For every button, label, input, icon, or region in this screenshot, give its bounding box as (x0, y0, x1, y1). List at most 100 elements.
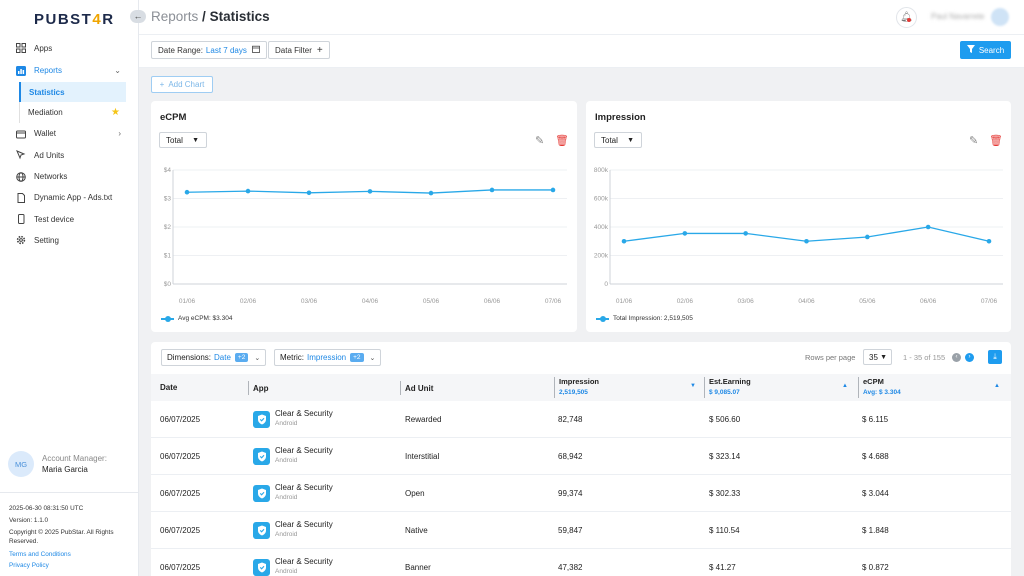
app-platform: Android (275, 457, 298, 464)
cell-impression: 68,942 (558, 451, 583, 461)
data-point[interactable] (306, 190, 312, 196)
ecpm-total-select[interactable]: Total ▼ (159, 132, 207, 148)
app-shield-icon (253, 410, 270, 428)
legend-swatch (596, 315, 609, 322)
sidebar-item-label: Reports (34, 66, 63, 76)
sidebar-item-test-device[interactable]: Test device (0, 208, 139, 229)
add-chart-button[interactable]: + Add Chart (151, 76, 213, 93)
cell-app[interactable]: Clear & Security Android (253, 475, 333, 511)
table-row[interactable]: 06/07/2025 Clear & Security Android Open 99,… (151, 475, 1011, 512)
sort-asc-icon[interactable]: ▲ (994, 383, 1000, 389)
dimensions-value: Date (214, 353, 231, 362)
plus-icon: + (159, 80, 165, 89)
data-point[interactable] (925, 224, 931, 230)
reports-icon (16, 65, 26, 76)
data-point[interactable] (367, 189, 373, 194)
sidebar-item-wallet[interactable]: Wallet › (0, 123, 139, 144)
table-row[interactable]: 06/07/2025 Clear & Security Android Interst… (151, 438, 1011, 475)
sidebar-subitem-statistics[interactable]: Statistics (19, 82, 126, 103)
data-point[interactable] (865, 234, 870, 240)
data-point[interactable] (621, 238, 627, 244)
table-row[interactable]: 06/07/2025 Clear & Security Android Rewarde… (151, 401, 1011, 438)
sort-desc-icon[interactable]: ▼ (690, 383, 696, 389)
date-range-button[interactable]: Date Range: Last 7 days (151, 41, 267, 59)
header-impression[interactable]: Impression 2,519,505 ▼ (554, 377, 700, 398)
data-point[interactable] (550, 187, 556, 193)
caret-down-icon: ▼ (627, 137, 634, 144)
table-row[interactable]: 06/07/2025 Clear & Security Android Banner 4… (151, 549, 1011, 576)
y-tick-label: $3 (164, 196, 172, 203)
next-page-icon[interactable]: › (965, 353, 974, 362)
y-tick-label: 200k (594, 253, 609, 260)
privacy-link[interactable]: Privacy Policy (9, 562, 49, 569)
data-point[interactable] (184, 189, 190, 195)
search-button[interactable]: Search (960, 41, 1011, 59)
chart-title: eCPM (160, 112, 187, 123)
sidebar-item-apps[interactable]: Apps (0, 38, 139, 58)
sidebar-item-dynamic-app[interactable]: Dynamic App - Ads.txt (0, 187, 139, 208)
dimensions-select[interactable]: Dimensions: Date +2 ⌄ (161, 349, 267, 366)
header-est-earning[interactable]: Est.Earning $ 9,085.07 ▲ (704, 377, 852, 398)
cell-est-earning: $ 110.54 (709, 525, 740, 535)
cell-app[interactable]: Clear & Security Android (253, 512, 333, 548)
user-avatar[interactable] (991, 8, 1009, 26)
sidebar-item-reports[interactable]: Reports ⌄ (0, 60, 139, 81)
sidebar-item-setting[interactable]: Setting (0, 230, 139, 251)
data-point[interactable] (804, 238, 809, 244)
terms-link[interactable]: Terms and Conditions (9, 551, 71, 558)
rows-per-page-label: Rows per page (805, 353, 856, 362)
table-row[interactable]: 06/07/2025 Clear & Security Android Native 5… (151, 512, 1011, 549)
download-icon[interactable]: ⤓ (988, 350, 1002, 364)
data-point[interactable] (489, 187, 495, 193)
sidebar-item-ad-units[interactable]: Ad Units (0, 145, 139, 166)
x-tick-label: 02/06 (677, 298, 694, 305)
sort-asc-icon[interactable]: ▲ (842, 383, 848, 389)
globe-icon (16, 171, 26, 182)
edit-icon[interactable]: ✎ (969, 135, 979, 147)
user-name[interactable]: Paul Navarrete (931, 12, 985, 21)
chevron-right-icon: › (118, 129, 121, 139)
data-point[interactable] (245, 188, 251, 194)
impression-total-select[interactable]: Total ▼ (594, 132, 642, 148)
sidebar-item-label: Test device (34, 214, 75, 224)
cell-app[interactable]: Clear & Security Android (253, 438, 333, 474)
data-filter-button[interactable]: Data Filter + (268, 41, 330, 59)
pubstar-logo[interactable]: PUBST4R (34, 11, 115, 28)
sidebar-nav: Apps Reports ⌄ Statistics Mediation ★ Wal… (0, 38, 139, 251)
date-range-label: Date Range: (158, 45, 203, 55)
filter-bar: Date Range: Last 7 days Data Filter + Sear… (139, 35, 1024, 68)
breadcrumb-reports[interactable]: Reports (151, 9, 199, 24)
sidebar-subitem-mediation[interactable]: Mediation ★ (19, 102, 139, 124)
apps-icon (16, 43, 26, 53)
data-point[interactable] (682, 231, 688, 236)
sidebar-item-networks[interactable]: Networks (0, 166, 139, 187)
cell-impression: 47,382 (558, 562, 583, 572)
back-arrow-icon[interactable]: ← (130, 10, 146, 23)
data-point[interactable] (743, 231, 748, 236)
header-ecpm[interactable]: eCPM Avg: $ 3.304 ▲ (858, 377, 1002, 398)
prev-page-icon[interactable]: ‹ (952, 353, 961, 362)
select-value: 35 (869, 353, 878, 362)
app-platform: Android (275, 531, 298, 538)
cell-date: 06/07/2025 (160, 451, 201, 461)
filter-funnel-icon (966, 45, 975, 55)
cell-app[interactable]: Clear & Security Android (253, 401, 333, 437)
metric-select[interactable]: Metric: Impression +2 ⌄ (274, 349, 382, 366)
cell-ecpm: $ 4.688 (862, 451, 889, 461)
header-label: Impression (559, 377, 600, 386)
rows-per-page-select[interactable]: 35 ▼ (863, 349, 892, 365)
metric-value: Impression (307, 353, 347, 362)
chevron-down-icon: ⌄ (369, 354, 376, 362)
cell-app[interactable]: Clear & Security Android (253, 549, 333, 576)
trash-icon[interactable]: 🗑︎ (989, 135, 1003, 147)
search-label: Search (978, 45, 1005, 55)
edit-icon[interactable]: ✎ (535, 135, 545, 147)
x-tick-label: 06/06 (920, 298, 937, 305)
breadcrumb-separator: / (202, 9, 206, 24)
sidebar-item-label: Dynamic App - Ads.txt (34, 193, 113, 203)
notification-button[interactable]: 🔔︎ (896, 7, 917, 28)
data-point[interactable] (428, 190, 434, 196)
star-icon[interactable]: ★ (111, 107, 120, 119)
trash-icon[interactable]: 🗑︎ (555, 135, 569, 147)
data-point[interactable] (986, 238, 992, 244)
